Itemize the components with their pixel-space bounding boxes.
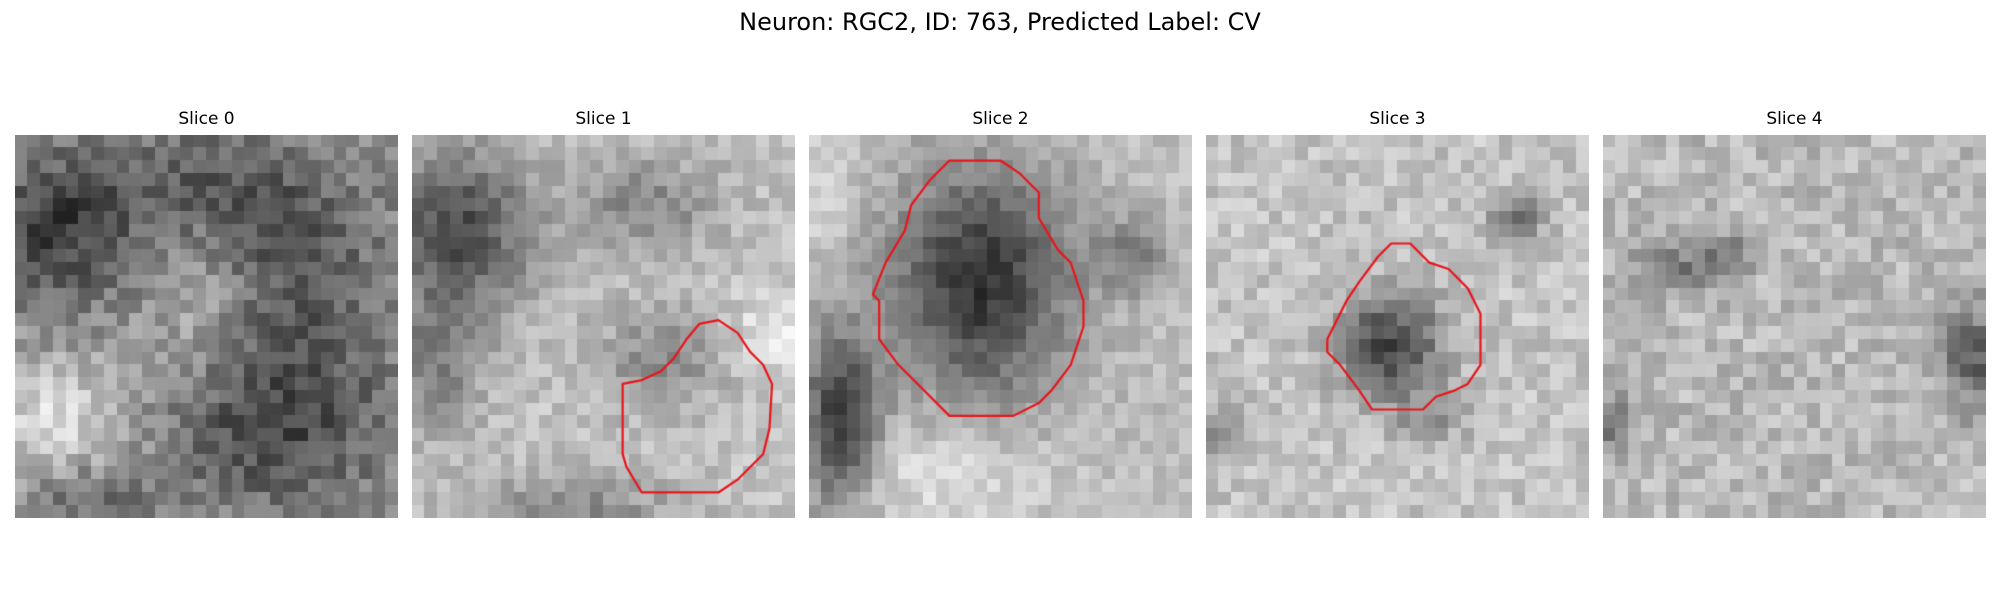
slice-panel-4: Slice 4 [1603,108,1986,522]
slice-title: Slice 0 [178,109,235,129]
slice-title: Slice 3 [1369,109,1426,129]
slice-image [1206,135,1589,518]
slice-title: Slice 1 [575,109,632,129]
slice-image [809,135,1192,518]
slice-panel-3: Slice 3 [1206,108,1589,522]
slice-image [15,135,398,518]
slice-title: Slice 2 [972,109,1029,129]
slice-panel-1: Slice 1 [412,108,795,522]
slice-image [1603,135,1986,518]
slice-panel-0: Slice 0 [15,108,398,522]
slice-panel-2: Slice 2 [809,108,1192,522]
slice-title: Slice 4 [1766,109,1823,129]
slice-image [412,135,795,518]
figure-title: Neuron: RGC2, ID: 763, Predicted Label: … [739,8,1261,36]
